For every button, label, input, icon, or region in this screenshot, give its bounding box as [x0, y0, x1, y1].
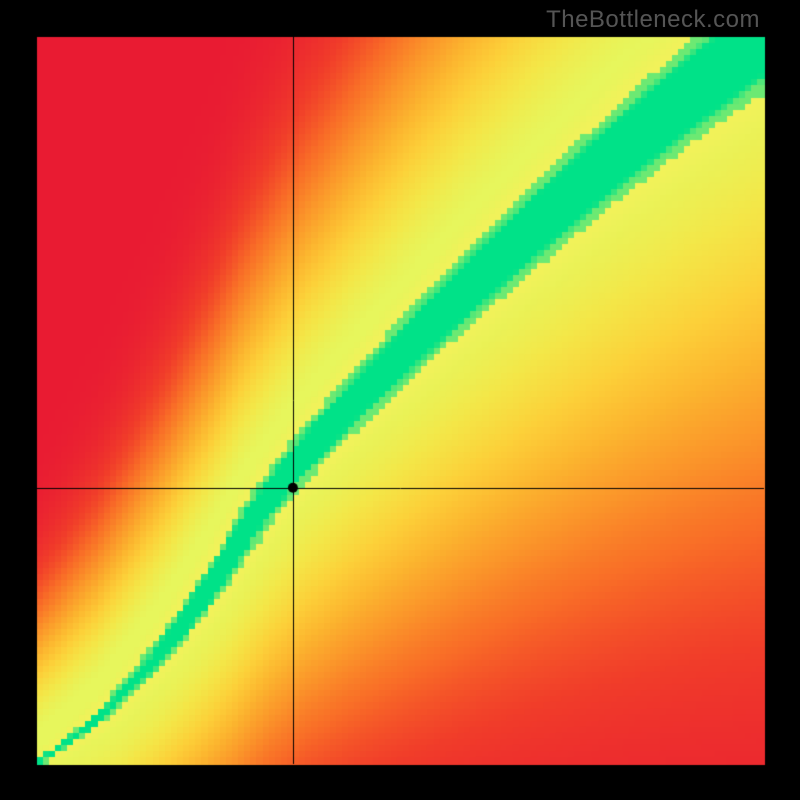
watermark-text: TheBottleneck.com [546, 6, 760, 34]
bottleneck-heatmap [0, 0, 800, 800]
chart-container: TheBottleneck.com [0, 0, 800, 800]
